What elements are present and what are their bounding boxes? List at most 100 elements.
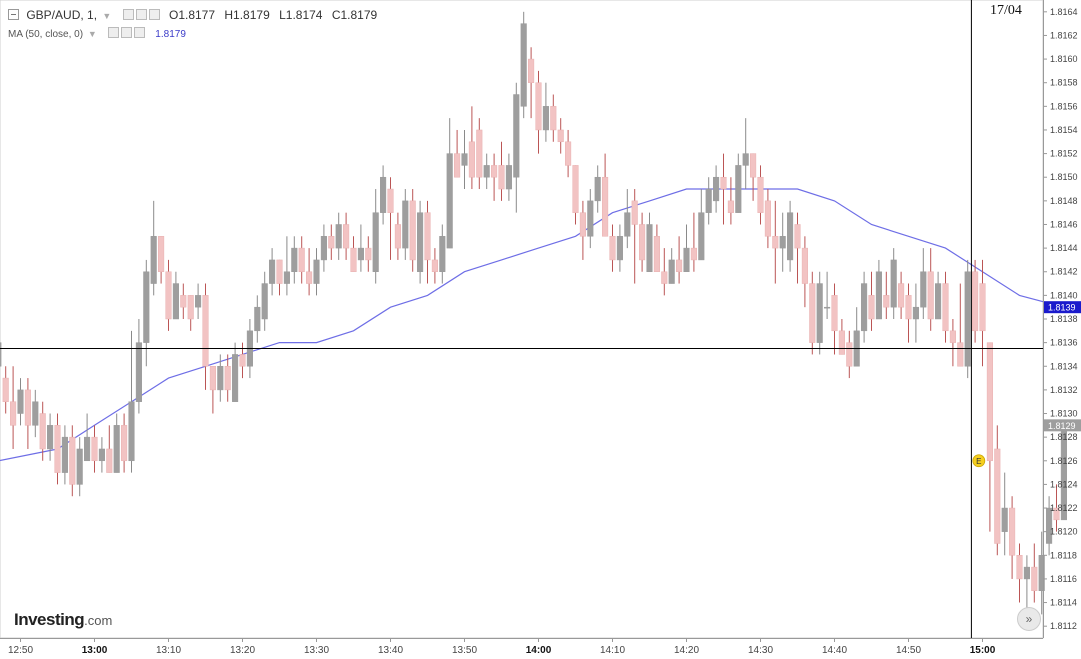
candle-body — [232, 354, 239, 402]
candle-down — [276, 259, 283, 296]
investing-logo: Investing.com — [14, 610, 112, 630]
candle-body — [727, 200, 734, 213]
candle-body — [328, 236, 335, 249]
open-value: O1.8177 — [168, 8, 216, 22]
y-tick-label: 1.8112 — [1050, 621, 1077, 631]
candle-body — [639, 224, 646, 261]
candle-up — [587, 189, 594, 249]
candle-body — [387, 188, 394, 213]
candle-body — [898, 283, 905, 308]
candle-body — [91, 436, 98, 462]
settings-icon[interactable] — [120, 27, 132, 38]
candle-up — [735, 153, 742, 213]
candle-body — [106, 448, 113, 473]
candle-body — [994, 448, 1001, 544]
candle-body — [476, 129, 483, 178]
candle-down — [535, 70, 542, 154]
event-circle — [972, 454, 986, 468]
eye-icon[interactable] — [107, 27, 119, 38]
symbol-legend: GBP/AUD, 1, ▼ O1.8177 H1.8179 L1.8174 C1… — [8, 8, 383, 22]
candle-down — [565, 129, 572, 178]
x-tick-label: 13:00 — [82, 645, 108, 656]
candle-down — [898, 271, 905, 319]
chevron-down-icon[interactable]: ▼ — [102, 11, 112, 21]
candle-body — [217, 366, 224, 391]
scroll-to-realtime-button[interactable]: » — [1017, 607, 1041, 631]
eye-icon[interactable] — [122, 9, 134, 20]
candle-body — [306, 271, 313, 284]
candle-body — [542, 106, 549, 131]
candle-down — [106, 425, 113, 473]
ma-price-badge-bg — [1044, 301, 1081, 314]
candle-body — [690, 247, 697, 261]
candle-up — [1046, 496, 1053, 556]
chevron-down-icon[interactable]: ▼ — [87, 29, 97, 39]
close-value: C1.8179 — [331, 8, 378, 22]
y-tick-label: 1.8154 — [1050, 125, 1078, 135]
x-tick-label: 14:50 — [896, 645, 921, 656]
candle-body — [1009, 507, 1016, 556]
candle-body — [239, 354, 246, 367]
candle-down — [557, 118, 564, 154]
candle-body — [757, 176, 764, 213]
candle-body — [594, 176, 601, 202]
candle-body — [772, 236, 779, 249]
candle-down — [491, 153, 498, 201]
candle-down — [690, 212, 697, 272]
candle-down — [2, 366, 9, 414]
candle-up — [17, 378, 24, 426]
candle-body — [113, 425, 120, 473]
candle-body — [24, 389, 31, 426]
candle-body — [528, 58, 535, 83]
collapse-icon[interactable] — [8, 9, 19, 20]
candle-body — [402, 200, 409, 249]
candle-body — [572, 165, 579, 213]
candle-body — [794, 224, 801, 249]
candle-down — [498, 141, 505, 201]
candle-body — [135, 342, 142, 402]
candle-body — [986, 342, 993, 462]
y-tick-label: 1.8142 — [1050, 267, 1078, 277]
candle-body — [1053, 507, 1060, 521]
close-icon[interactable] — [148, 9, 160, 20]
candle-body — [602, 176, 609, 237]
candle-down — [343, 212, 350, 260]
candle-down — [454, 129, 461, 178]
candle-body — [313, 259, 320, 284]
candle-body — [838, 330, 845, 355]
candle-body — [224, 366, 231, 391]
candle-down — [69, 425, 76, 497]
candle-down — [661, 248, 668, 296]
candle-up — [594, 165, 601, 213]
candle-down — [972, 259, 979, 343]
candle-body — [831, 295, 838, 332]
y-tick-label: 1.8138 — [1050, 314, 1078, 324]
x-tick-label: 15:00 — [970, 645, 996, 656]
x-tick-label: 14:40 — [822, 645, 847, 656]
x-tick-label: 13:40 — [378, 645, 403, 656]
date-label: 17/04 — [990, 3, 1022, 18]
candle-down — [579, 200, 586, 260]
candle-body — [254, 306, 261, 332]
candle-up — [742, 118, 749, 190]
candle-down — [528, 47, 535, 119]
candle-body — [498, 165, 505, 190]
candle-body — [0, 342, 2, 367]
close-icon[interactable] — [133, 27, 145, 38]
candle-down — [801, 236, 808, 308]
y-tick-label: 1.8126 — [1050, 456, 1078, 466]
candle-body — [483, 165, 490, 178]
candle-body — [979, 283, 986, 332]
candle-body — [587, 200, 594, 237]
candle-body — [424, 212, 431, 261]
candle-body — [61, 436, 68, 473]
y-tick-label: 1.8150 — [1050, 172, 1078, 182]
candle-down — [676, 236, 683, 284]
candle-down — [957, 283, 964, 367]
y-tick-label: 1.8132 — [1050, 385, 1078, 395]
candle-up — [1001, 472, 1008, 556]
candle-body — [409, 200, 416, 261]
candle-down — [91, 425, 98, 473]
settings-icon[interactable] — [135, 9, 147, 20]
